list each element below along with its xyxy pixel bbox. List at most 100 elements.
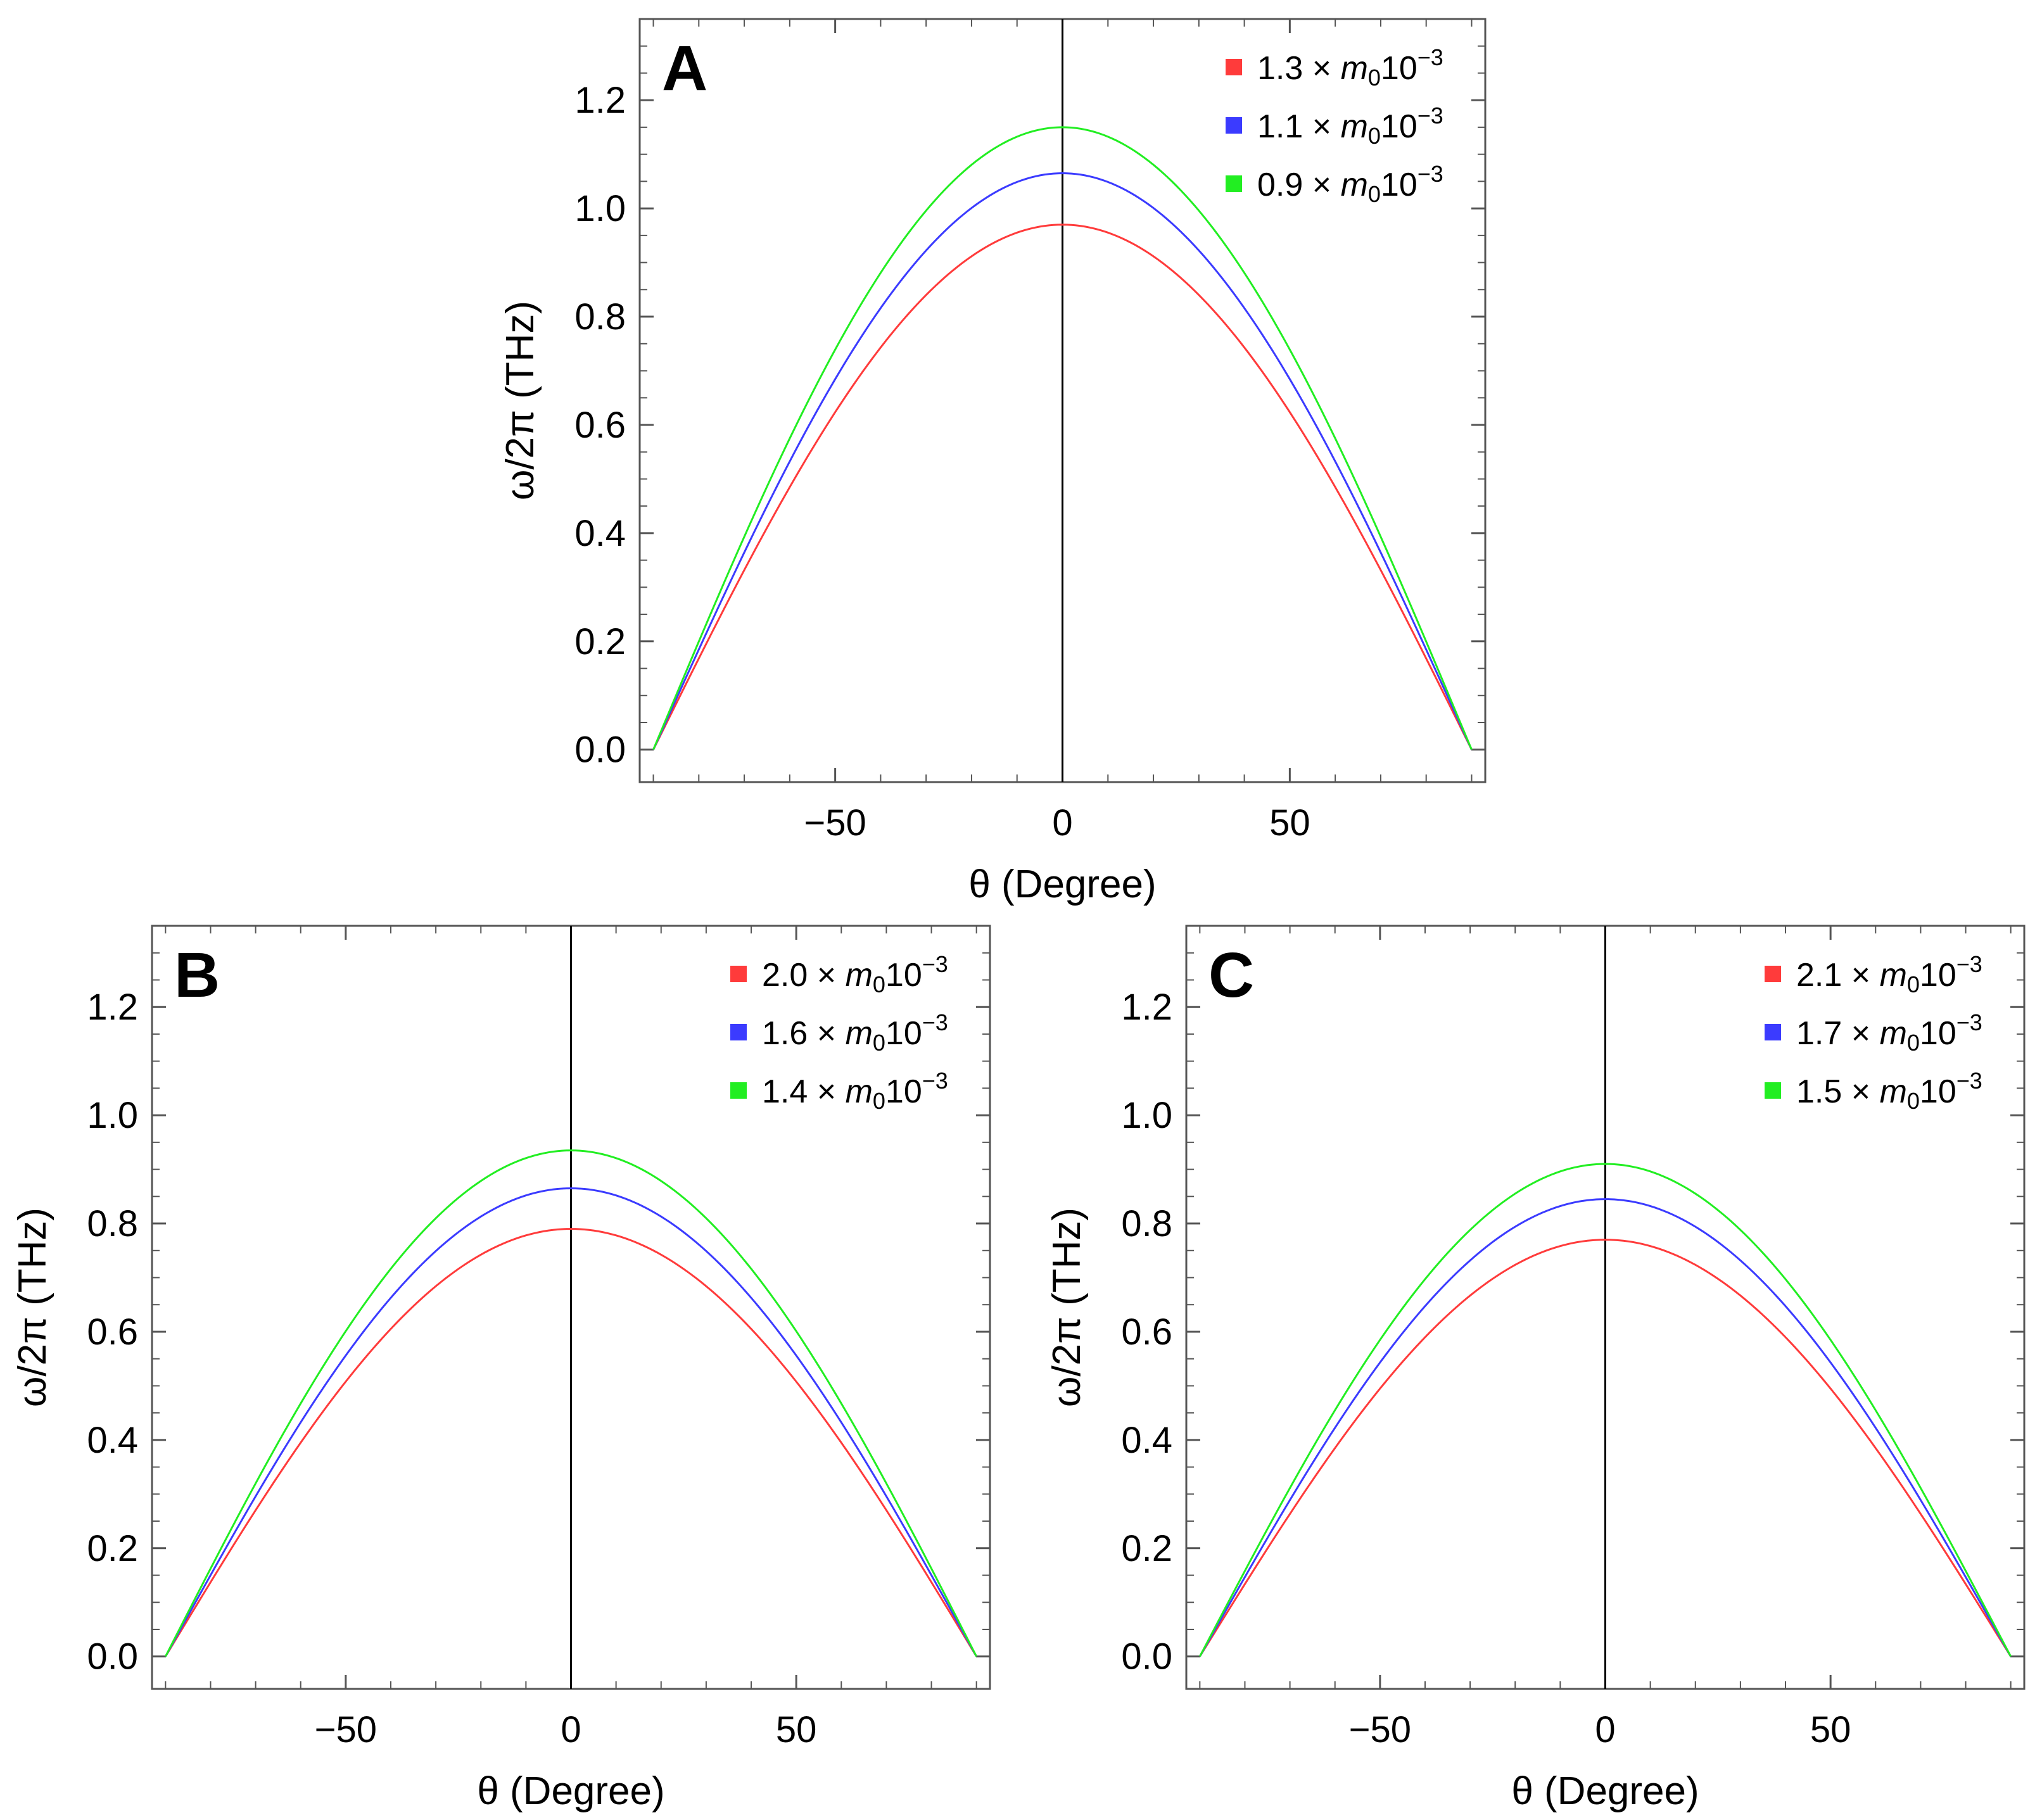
legend-label: 0.9 × m010−3 [1257, 161, 1443, 207]
y-tick-label: 0.6 [87, 1311, 138, 1353]
y-tick-label: 1.0 [574, 188, 626, 229]
legend-swatch [1226, 175, 1242, 192]
legend-exponent: −3 [922, 1009, 948, 1035]
series-line-1-4 [165, 1149, 977, 1657]
legend-m: m [1341, 50, 1368, 87]
panel-label: C [1208, 940, 1254, 1011]
legend-label: 1.6 × m010−3 [762, 1009, 948, 1056]
panel-label: B [174, 940, 220, 1011]
x-tick-label: −50 [804, 802, 866, 844]
legend-swatch [1226, 117, 1242, 134]
legend-ten: 10 [1381, 50, 1417, 87]
y-tick-label: 1.2 [1121, 987, 1172, 1028]
y-tick-label: 0.8 [87, 1203, 138, 1244]
legend-subscript: 0 [1907, 1088, 1920, 1114]
y-axis-label: ω/2π (THz) [11, 1208, 54, 1407]
legend-coefficient: 1.7 [1796, 1015, 1842, 1052]
legend-label: 1.5 × m010−3 [1796, 1068, 1982, 1114]
legend-m: m [1341, 167, 1368, 203]
legend-times: × [808, 957, 845, 994]
x-axis-label: θ (Degree) [1511, 1769, 1699, 1813]
legend-label: 1.4 × m010−3 [762, 1068, 948, 1114]
legend-subscript: 0 [1368, 123, 1381, 149]
legend-exponent: −3 [1417, 161, 1443, 187]
legend-coefficient: 2.1 [1796, 957, 1842, 994]
legend-label: 1.1 × m010−3 [1257, 103, 1443, 149]
x-tick-label: 50 [776, 1709, 817, 1750]
panel-b: −50 0 500.00.20.40.60.81.01.22.0 × m010−31… [11, 925, 991, 1813]
legend-exponent: −3 [1956, 1009, 1982, 1035]
legend-exponent: −3 [922, 951, 948, 977]
legend-m: m [846, 1073, 873, 1110]
legend-ten: 10 [1381, 108, 1417, 145]
legend-swatch [730, 966, 747, 982]
y-tick-label: 1.0 [1121, 1095, 1172, 1136]
x-tick-label: −50 [1349, 1709, 1411, 1750]
x-tick-label: 0 [561, 1709, 581, 1750]
y-tick-label: 0.0 [87, 1636, 138, 1678]
x-tick-label: 0 [1595, 1709, 1615, 1750]
legend-exponent: −3 [1417, 44, 1443, 70]
y-tick-label: 0.6 [574, 405, 626, 446]
y-tick-label: 0.2 [574, 621, 626, 662]
legend-label: 2.0 × m010−3 [762, 951, 948, 997]
panel-a: −50 0 500.00.20.40.60.81.01.21.3 × m010−31… [498, 18, 1487, 906]
legend-ten: 10 [885, 1073, 922, 1110]
panel-c: −50 0 500.00.20.40.60.81.01.22.1 × m010−31… [1045, 925, 2026, 1813]
y-tick-label: 0.8 [1121, 1203, 1172, 1244]
panel-label: A [662, 33, 707, 104]
series-line-1-7 [1199, 1198, 2012, 1657]
series-line-0-9 [652, 126, 1473, 750]
legend-subscript: 0 [873, 971, 885, 997]
series-line-2-0 [165, 1228, 977, 1657]
y-tick-label: 0.2 [87, 1528, 138, 1569]
y-tick-label: 1.2 [574, 80, 626, 121]
legend-swatch [1765, 966, 1781, 982]
legend-m: m [1341, 108, 1368, 145]
legend-exponent: −3 [1417, 103, 1443, 129]
legend-subscript: 0 [1368, 65, 1381, 91]
legend-swatch [730, 1024, 747, 1040]
legend-subscript: 0 [873, 1088, 885, 1114]
legend-m: m [846, 957, 873, 994]
legend-coefficient: 1.3 [1257, 50, 1303, 87]
legend-m: m [846, 1015, 873, 1052]
legend-coefficient: 1.4 [762, 1073, 808, 1110]
series-line-1-6 [165, 1187, 977, 1657]
legend-times: × [808, 1015, 845, 1052]
legend-exponent: −3 [1956, 1068, 1982, 1094]
y-tick-label: 1.0 [87, 1095, 138, 1136]
x-tick-label: −50 [315, 1709, 377, 1750]
legend-ten: 10 [1381, 167, 1417, 203]
y-tick-label: 0.4 [574, 513, 626, 554]
legend-label: 1.7 × m010−3 [1796, 1009, 1982, 1056]
y-tick-label: 0.4 [87, 1420, 138, 1461]
legend-m: m [1880, 957, 1907, 994]
legend-exponent: −3 [1956, 951, 1982, 977]
x-axis-label: θ (Degree) [477, 1769, 664, 1813]
legend-subscript: 0 [1907, 971, 1920, 997]
legend-swatch [1765, 1082, 1781, 1099]
legend-times: × [1303, 50, 1340, 87]
legend-label: 2.1 × m010−3 [1796, 951, 1982, 997]
y-tick-label: 0.2 [1121, 1528, 1172, 1569]
legend-exponent: −3 [922, 1068, 948, 1094]
legend-m: m [1880, 1073, 1907, 1110]
legend-swatch [1226, 59, 1242, 75]
series-line-1-5 [1199, 1163, 2012, 1657]
series-line-1-3 [652, 224, 1473, 750]
legend-subscript: 0 [1907, 1030, 1920, 1056]
legend-times: × [1842, 957, 1879, 994]
x-tick-label: 50 [1810, 1709, 1851, 1750]
legend-ten: 10 [885, 1015, 922, 1052]
legend-ten: 10 [885, 957, 922, 994]
y-tick-label: 0.6 [1121, 1311, 1172, 1353]
legend-swatch [730, 1082, 747, 1099]
series-line-1-1 [652, 172, 1473, 750]
y-tick-label: 1.2 [87, 987, 138, 1028]
legend-swatch [1765, 1024, 1781, 1040]
legend-coefficient: 0.9 [1257, 167, 1303, 203]
legend-times: × [1842, 1015, 1879, 1052]
y-tick-label: 0.0 [1121, 1636, 1172, 1678]
